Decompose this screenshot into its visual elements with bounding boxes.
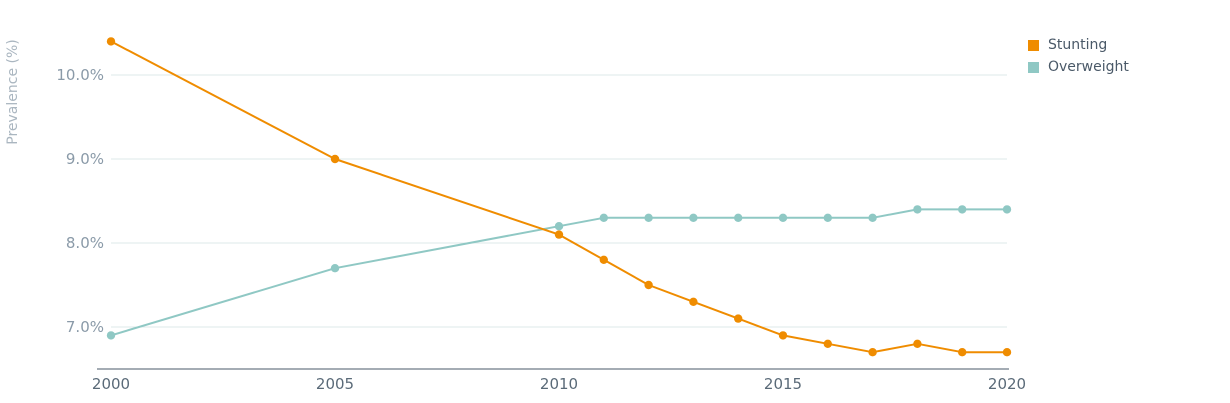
data-point-stunting[interactable] <box>106 37 116 46</box>
x-tick-labels: 2000 2005 2010 2015 2020 <box>92 375 1026 393</box>
y-tick-label: 9.0% <box>66 150 104 168</box>
x-tick-label: 2020 <box>988 375 1026 393</box>
data-point-overweight[interactable] <box>734 213 743 222</box>
series-layer <box>106 37 1012 357</box>
data-point-overweight[interactable] <box>913 205 922 214</box>
data-point-overweight[interactable] <box>868 213 877 222</box>
y-tick-label: 7.0% <box>66 318 104 336</box>
series-stunting <box>106 37 1012 357</box>
data-point-stunting[interactable] <box>958 348 967 357</box>
data-point-stunting[interactable] <box>778 331 788 340</box>
x-tick-label: 2010 <box>540 375 578 393</box>
legend: Stunting Overweight <box>1028 34 1129 78</box>
legend-swatch-overweight <box>1028 61 1039 73</box>
data-point-stunting[interactable] <box>1002 348 1012 357</box>
y-tick-labels: 7.0% 8.0% 9.0% 10.0% <box>56 66 104 336</box>
legend-item-stunting[interactable]: Stunting <box>1028 34 1129 56</box>
x-tick-label: 2005 <box>316 375 354 393</box>
data-point-overweight[interactable] <box>554 222 564 231</box>
data-point-stunting[interactable] <box>734 314 743 323</box>
data-point-overweight[interactable] <box>1002 205 1012 214</box>
series-line-stunting <box>110 40 1007 354</box>
data-point-overweight[interactable] <box>599 213 608 222</box>
data-point-stunting[interactable] <box>644 280 653 290</box>
data-point-stunting[interactable] <box>330 154 340 164</box>
legend-item-overweight[interactable]: Overweight <box>1028 56 1129 78</box>
data-point-overweight[interactable] <box>689 213 698 222</box>
data-point-overweight[interactable] <box>330 264 340 273</box>
y-tick-label: 8.0% <box>66 234 104 252</box>
data-point-overweight[interactable] <box>778 213 788 222</box>
legend-swatch-stunting <box>1028 39 1039 51</box>
data-point-overweight[interactable] <box>106 331 116 340</box>
data-point-stunting[interactable] <box>868 348 877 357</box>
gridlines <box>111 74 1007 328</box>
data-point-stunting[interactable] <box>913 339 922 348</box>
data-point-overweight[interactable] <box>644 213 653 222</box>
data-point-stunting[interactable] <box>599 255 608 264</box>
data-point-stunting[interactable] <box>554 230 564 239</box>
y-tick-label: 10.0% <box>56 66 104 84</box>
x-tick-label: 2015 <box>764 375 802 393</box>
data-point-stunting[interactable] <box>689 297 698 306</box>
y-axis-label: Prevalence (%) <box>5 39 21 145</box>
legend-label-stunting: Stunting <box>1048 37 1108 53</box>
legend-label-overweight: Overweight <box>1048 59 1129 75</box>
data-point-stunting[interactable] <box>823 339 832 348</box>
x-tick-label: 2000 <box>92 375 130 393</box>
data-point-overweight[interactable] <box>958 205 967 214</box>
series-overweight <box>106 205 1012 340</box>
data-point-overweight[interactable] <box>823 213 832 222</box>
